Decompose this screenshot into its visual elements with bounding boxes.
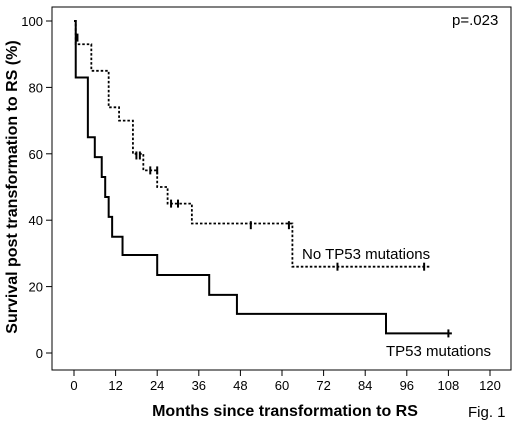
y-tick-label: 80 — [29, 80, 43, 95]
x-tick-label: 72 — [316, 378, 330, 393]
y-axis-title: Survival post transformation to RS (%) — [4, 40, 21, 333]
y-tick-label: 0 — [36, 346, 43, 361]
x-tick-label: 36 — [192, 378, 206, 393]
series-layer — [74, 20, 452, 338]
x-tick-label: 0 — [70, 378, 77, 393]
y-tick-label: 40 — [29, 213, 43, 228]
y-tick-label: 100 — [21, 14, 43, 29]
axes: 0 12 24 36 48 60 72 84 96 108 120 0 20 40 60 80 100 — [21, 14, 501, 393]
x-tick-label: 60 — [275, 378, 289, 393]
x-tick-label: 96 — [400, 378, 414, 393]
y-tick-label: 20 — [29, 280, 43, 295]
series-tp53 — [74, 20, 452, 338]
figure-label: Fig. 1 — [468, 404, 506, 421]
series-label-tp53: TP53 mutations — [386, 343, 491, 360]
x-tick-label: 120 — [479, 378, 501, 393]
x-tick-label: 12 — [108, 378, 122, 393]
y-tick-label: 60 — [29, 147, 43, 162]
x-tick-label: 48 — [233, 378, 247, 393]
x-tick-label: 84 — [358, 378, 372, 393]
series-line — [74, 20, 432, 268]
series-no-tp53 — [74, 20, 432, 271]
x-axis-title: Months since transformation to RS — [152, 403, 418, 420]
p-value-annotation: p=.023 — [452, 12, 498, 29]
x-tick-label: 108 — [438, 378, 460, 393]
x-tick-label: 24 — [150, 378, 164, 393]
series-label-no-tp53: No TP53 mutations — [302, 246, 430, 263]
series-line — [74, 20, 452, 335]
